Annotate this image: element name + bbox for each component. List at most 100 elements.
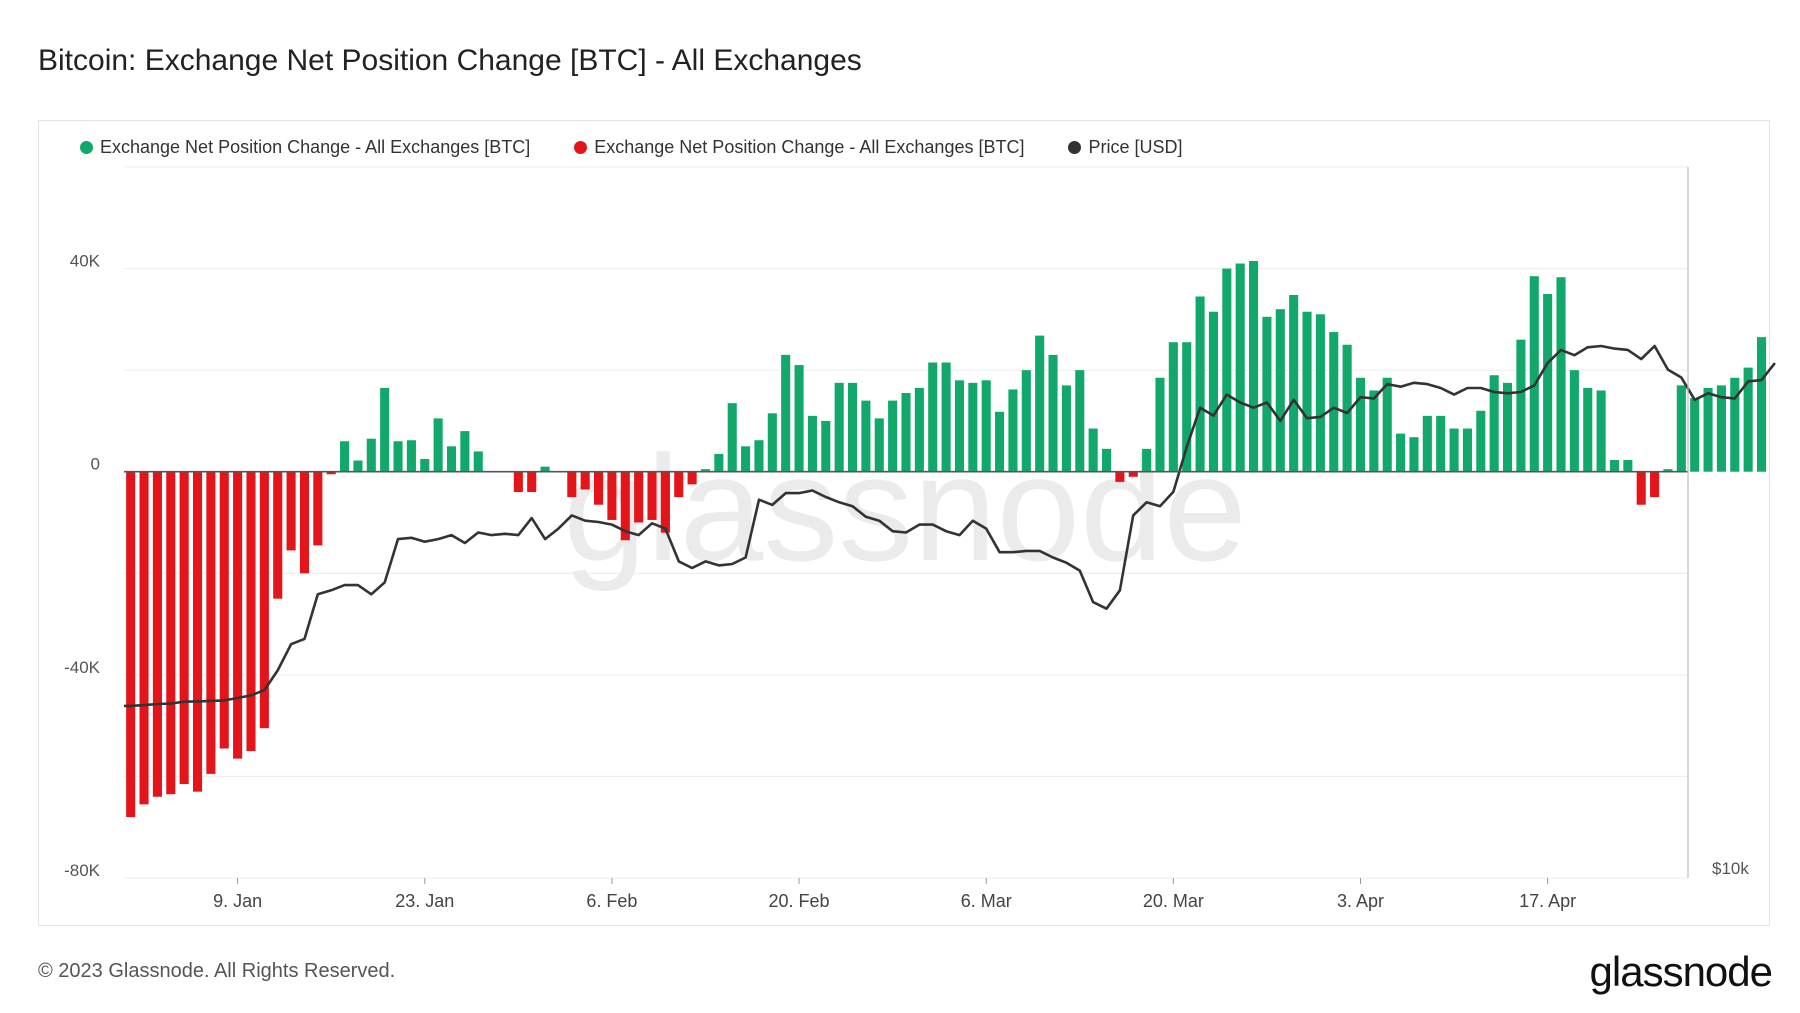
bar-negative bbox=[126, 471, 136, 818]
bar-positive bbox=[700, 469, 711, 472]
bar-positive bbox=[928, 362, 938, 472]
bar-positive bbox=[1690, 398, 1700, 472]
bar-positive bbox=[1101, 448, 1112, 472]
bar-negative bbox=[647, 471, 657, 520]
bar-positive bbox=[1329, 332, 1339, 472]
bar-negative bbox=[660, 471, 670, 533]
bar-positive bbox=[995, 411, 1005, 472]
bar-positive bbox=[781, 354, 791, 472]
bar-positive bbox=[1302, 311, 1312, 472]
bar-positive bbox=[1182, 342, 1192, 472]
bar-positive bbox=[901, 392, 911, 472]
bar-positive bbox=[1075, 370, 1085, 472]
bar-negative bbox=[527, 471, 537, 493]
price-line bbox=[124, 344, 1776, 708]
bar-negative bbox=[580, 471, 590, 490]
bar-positive bbox=[1342, 344, 1352, 472]
bar-positive bbox=[1529, 276, 1539, 472]
legend-label: Exchange Net Position Change - All Excha… bbox=[100, 137, 531, 157]
bar-positive bbox=[1716, 385, 1726, 472]
bar-positive bbox=[767, 413, 777, 472]
bar-positive bbox=[1275, 309, 1285, 472]
x-tick-label: 20. Mar bbox=[1143, 891, 1204, 911]
bar-positive bbox=[1556, 277, 1566, 472]
bar-positive bbox=[1516, 339, 1526, 472]
legend-label: Price [USD] bbox=[1088, 137, 1183, 157]
bar-positive bbox=[366, 438, 376, 472]
bar-positive bbox=[1262, 316, 1272, 472]
legend-dot-icon bbox=[574, 141, 588, 154]
bar-positive bbox=[754, 440, 764, 472]
bar-positive bbox=[834, 382, 844, 472]
bar-positive bbox=[1449, 428, 1459, 472]
bar-positive bbox=[1396, 433, 1406, 472]
bar-negative bbox=[513, 471, 523, 493]
bar-positive bbox=[380, 387, 390, 472]
legend-item-inflow[interactable]: Exchange Net Position Change - All Excha… bbox=[80, 137, 530, 158]
bar-positive bbox=[1222, 268, 1232, 472]
bar-negative bbox=[299, 471, 310, 574]
bar-positive bbox=[861, 400, 871, 472]
bar-positive bbox=[460, 431, 470, 472]
legend-item-outflow[interactable]: Exchange Net Position Change - All Excha… bbox=[574, 137, 1024, 158]
bar-positive bbox=[968, 382, 978, 472]
y-tick-label: -40K bbox=[64, 658, 101, 677]
bar-positive bbox=[446, 446, 457, 472]
bar-negative bbox=[674, 471, 684, 498]
x-tick-label: 20. Feb bbox=[769, 891, 830, 911]
bar-positive bbox=[1596, 390, 1606, 472]
bar-negative bbox=[326, 471, 336, 475]
bar-positive bbox=[1155, 377, 1165, 472]
bar-positive bbox=[821, 420, 831, 472]
bar-negative bbox=[567, 471, 577, 498]
y-tick-label: 0 bbox=[91, 455, 100, 474]
bar-positive bbox=[1235, 263, 1245, 472]
bar-negative bbox=[139, 471, 149, 805]
bar-negative bbox=[607, 471, 617, 520]
bar-positive bbox=[1382, 377, 1392, 472]
bar-positive bbox=[353, 460, 363, 472]
bar-positive bbox=[1249, 260, 1259, 472]
bar-positive bbox=[406, 440, 416, 472]
bar-positive bbox=[1035, 335, 1045, 472]
bar-negative bbox=[1128, 471, 1138, 477]
bar-positive bbox=[420, 459, 430, 472]
bar-negative bbox=[246, 471, 256, 752]
bar-negative bbox=[166, 471, 176, 795]
bar-negative bbox=[1636, 471, 1646, 505]
bar-positive bbox=[1436, 415, 1446, 472]
bar-positive bbox=[727, 403, 737, 472]
bar-positive bbox=[1489, 375, 1499, 472]
bar-negative bbox=[259, 471, 269, 729]
bar-positive bbox=[1583, 387, 1593, 472]
chart-title: Bitcoin: Exchange Net Position Change [B… bbox=[38, 44, 862, 77]
x-tick-label: 3. Apr bbox=[1337, 891, 1384, 911]
bar-negative bbox=[179, 471, 189, 785]
legend-item-price[interactable]: Price [USD] bbox=[1068, 137, 1183, 158]
bar-positive bbox=[888, 400, 898, 472]
bar-positive bbox=[1476, 410, 1486, 472]
bar-positive bbox=[1756, 337, 1767, 472]
bar-negative bbox=[313, 471, 323, 546]
bar-negative bbox=[687, 471, 697, 485]
bar-negative bbox=[620, 471, 630, 541]
bar-negative bbox=[286, 471, 296, 551]
y-tick-label: 40K bbox=[70, 252, 101, 271]
x-tick-label: 23. Jan bbox=[395, 891, 454, 911]
bar-positive bbox=[540, 466, 550, 472]
bar-positive bbox=[714, 453, 724, 472]
bar-positive bbox=[1369, 390, 1379, 472]
bar-positive bbox=[1208, 311, 1218, 472]
bar-negative bbox=[206, 471, 216, 774]
bar-positive bbox=[1502, 382, 1513, 472]
bar-negative bbox=[1115, 471, 1125, 482]
legend-dot-icon bbox=[1068, 141, 1082, 154]
x-tick-label: 17. Apr bbox=[1519, 891, 1576, 911]
bar-positive bbox=[433, 418, 443, 472]
legend: Exchange Net Position Change - All Excha… bbox=[80, 137, 1183, 158]
bar-negative bbox=[594, 471, 604, 505]
bar-positive bbox=[1569, 370, 1579, 472]
bar-positive bbox=[1409, 437, 1419, 472]
bar-positive bbox=[473, 451, 483, 472]
